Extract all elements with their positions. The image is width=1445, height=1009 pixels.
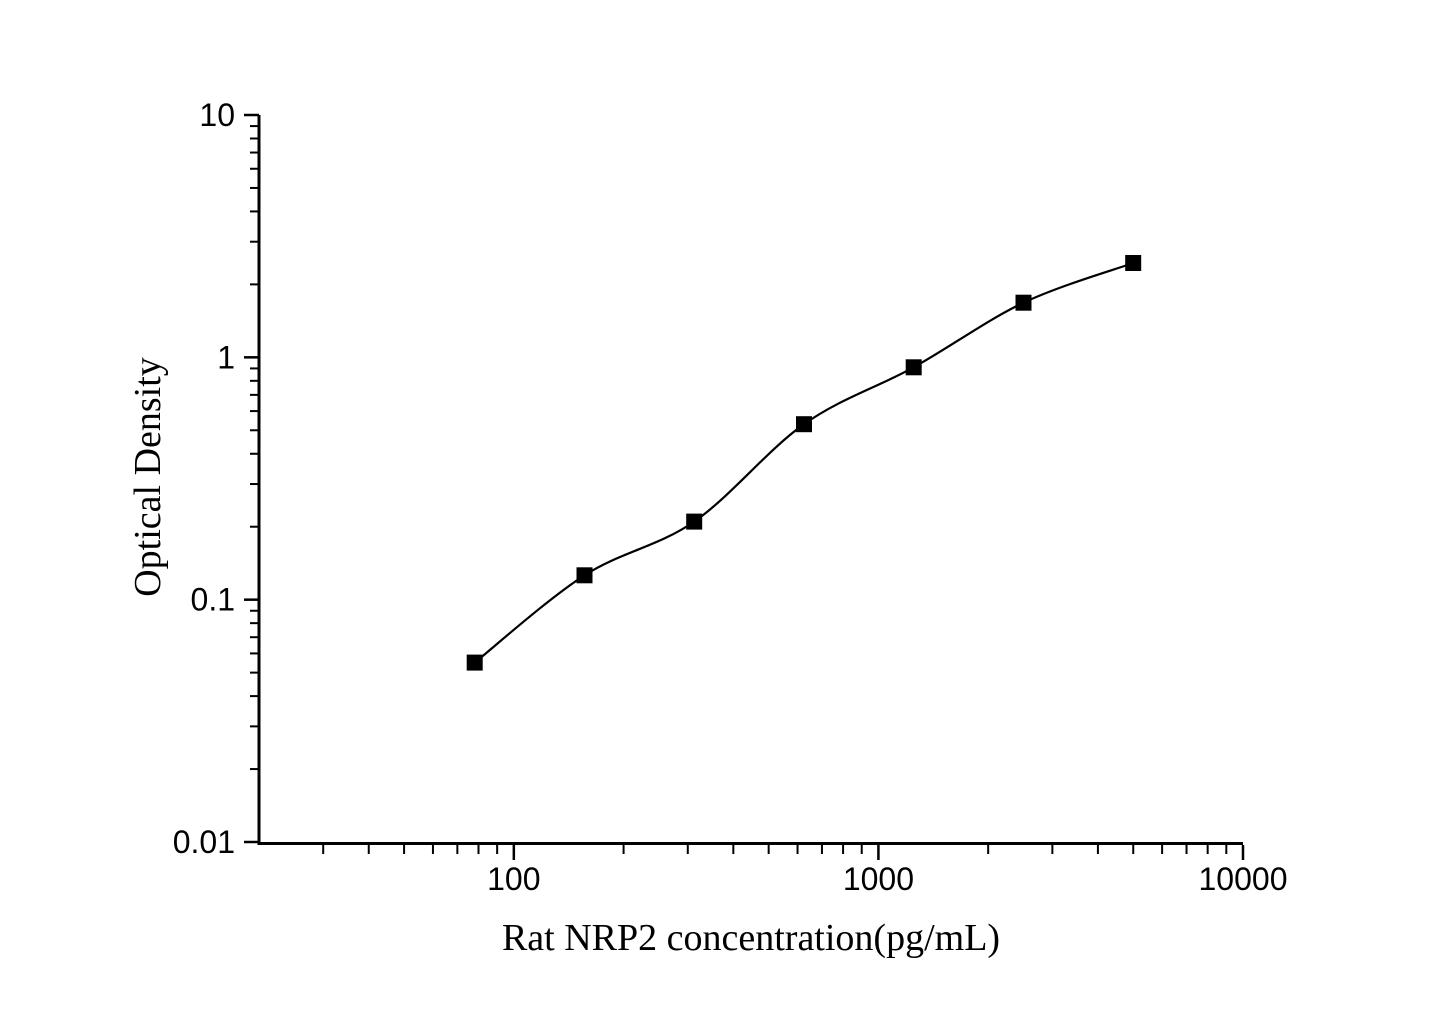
- data-point-marker: [1015, 294, 1032, 311]
- y-tick-label: 0.1: [191, 582, 235, 618]
- y-tick-label: 1: [217, 339, 235, 375]
- x-tick-label: 10000: [1199, 861, 1288, 897]
- x-tick-label: 100: [487, 861, 540, 897]
- data-point-marker: [686, 513, 703, 530]
- series-line: [474, 261, 1134, 664]
- data-point-marker: [796, 416, 812, 433]
- y-tick-label: 0.01: [173, 824, 235, 860]
- x-tick-label: 1000: [843, 861, 914, 897]
- data-point-marker: [1125, 255, 1142, 271]
- y-tick-label: 10: [199, 97, 235, 133]
- data-point-marker: [576, 567, 593, 584]
- data-point-marker: [466, 654, 483, 671]
- x-axis-title: Rat NRP2 concentration(pg/mL): [501, 917, 1001, 959]
- y-axis-title: Optical Density: [127, 357, 169, 597]
- data-point-marker: [905, 359, 922, 376]
